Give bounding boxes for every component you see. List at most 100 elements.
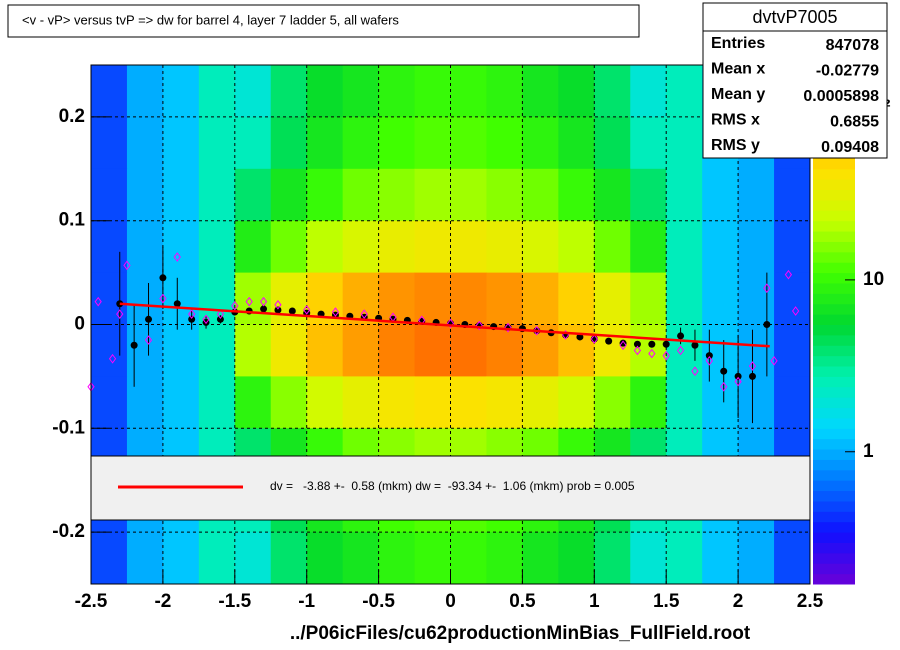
palette-band <box>813 241 855 253</box>
heat-cell <box>702 168 739 222</box>
heat-cell <box>702 272 739 325</box>
heat-cell <box>342 376 380 429</box>
heat-cell <box>630 272 667 325</box>
heat-cell <box>198 324 236 377</box>
profile-point <box>590 334 598 344</box>
stats-value: 0.09408 <box>821 139 879 156</box>
profile-point <box>144 335 153 345</box>
heat-cell <box>91 324 128 377</box>
heat-cell <box>306 376 344 429</box>
frame <box>90 64 811 585</box>
profile-point <box>245 296 253 307</box>
profile-point <box>303 305 311 315</box>
palette-band <box>813 251 855 263</box>
heat-cell <box>666 272 703 325</box>
heat-cell <box>486 168 523 222</box>
heat-cell <box>666 168 703 222</box>
heat-cell <box>342 324 380 377</box>
palette-band <box>813 397 855 409</box>
stats-title: dvtvP7005 <box>752 7 837 27</box>
heat-cell <box>342 532 380 585</box>
heat-cell <box>774 220 811 274</box>
palette-band <box>813 366 855 377</box>
heat-cell <box>522 65 559 118</box>
heat-cell <box>630 324 667 377</box>
heat-cell <box>198 65 236 118</box>
heat-cell <box>558 168 595 222</box>
palette-band <box>813 272 855 284</box>
heat-cell <box>378 324 416 377</box>
palette-band <box>813 511 855 523</box>
heat-cell <box>91 376 128 429</box>
palette-band <box>813 179 855 191</box>
palette-band <box>813 521 855 533</box>
x-tick-label: -1.5 <box>218 591 251 612</box>
heat-cell <box>378 116 416 170</box>
heat-cell <box>306 324 344 377</box>
heat-cell <box>486 116 523 170</box>
heat-cell <box>270 272 308 325</box>
x-tick-label: -2 <box>154 591 171 612</box>
palette-band <box>813 210 855 222</box>
palette-band <box>813 532 855 543</box>
stats-name: Mean y <box>711 86 765 103</box>
profile-point <box>648 340 656 348</box>
heat-cell <box>198 168 236 222</box>
heat-cell <box>486 272 523 325</box>
profile-point <box>216 315 224 323</box>
heat-cell <box>486 532 523 585</box>
heat-cell <box>306 65 344 118</box>
heat-cell <box>198 116 236 170</box>
profile-point <box>791 306 800 316</box>
heat-cell <box>450 65 487 118</box>
heat-cell <box>91 168 128 222</box>
profile-point <box>633 345 642 356</box>
profile-point <box>188 309 196 319</box>
heat-cell <box>630 65 667 118</box>
heat-cell <box>270 532 308 585</box>
heat-cell <box>378 272 416 325</box>
profile-point <box>94 296 102 307</box>
palette-band <box>813 220 855 232</box>
stats-name: RMS y <box>711 137 760 154</box>
heat-cell <box>378 532 416 585</box>
heat-cell <box>522 220 559 274</box>
profile-point <box>533 325 541 336</box>
palette-band <box>813 459 855 471</box>
heat-cell <box>162 376 200 429</box>
heat-cell <box>558 65 595 118</box>
profile-point <box>159 274 167 282</box>
heat-cell <box>414 532 451 585</box>
profile-point <box>188 315 196 323</box>
profile-point <box>331 307 340 317</box>
stats-value: 0.0005898 <box>803 88 879 105</box>
heat-cell <box>378 376 416 429</box>
heat-cell <box>126 324 164 377</box>
profile-point <box>274 306 282 314</box>
heat-cell <box>630 168 667 222</box>
heat-cell <box>522 272 559 325</box>
heat-cell <box>234 220 272 274</box>
heat-cell <box>342 168 380 222</box>
palette-band <box>813 282 855 294</box>
heat-cell <box>702 220 739 274</box>
palette-band <box>813 428 855 440</box>
heat-cell <box>234 272 272 325</box>
heat-cell <box>306 116 344 170</box>
heat-cell <box>630 532 667 585</box>
palette-band <box>813 168 855 180</box>
profile-point <box>259 296 268 307</box>
y-tick-label: 0.2 <box>59 106 85 127</box>
heat-cell <box>594 532 631 585</box>
palette-band <box>813 303 855 315</box>
heat-cell <box>234 116 272 170</box>
x-tick-label: 1 <box>589 591 600 612</box>
heat-cell <box>306 220 344 274</box>
palette-band <box>813 407 855 419</box>
heat-cell <box>414 324 451 377</box>
profile-point <box>763 283 771 294</box>
palette-band <box>813 324 855 336</box>
heat-cell <box>558 220 595 274</box>
heat-cell <box>450 324 487 377</box>
heat-cell <box>630 376 667 429</box>
